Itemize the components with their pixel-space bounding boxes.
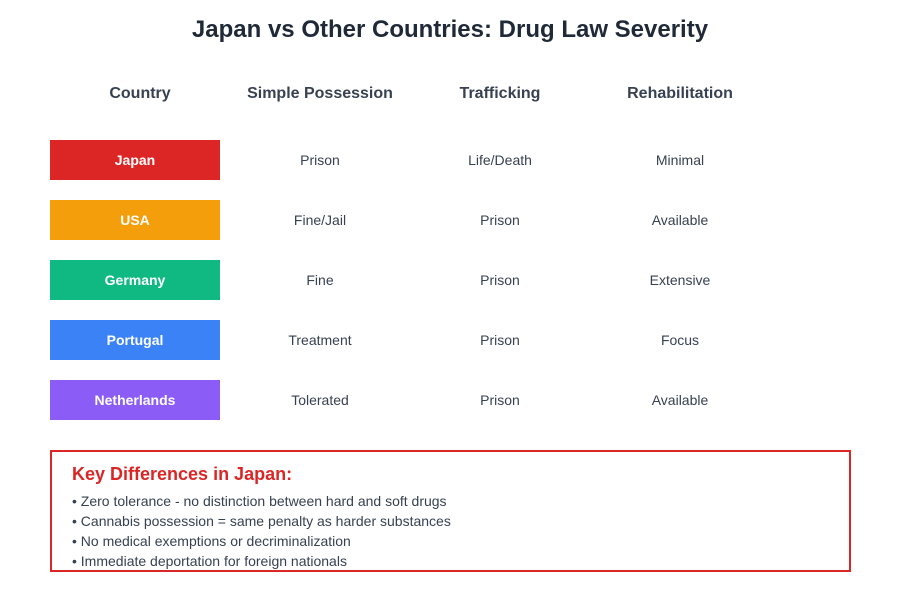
header-simple-possession: Simple Possession: [247, 85, 393, 102]
country-badge-portugal: Portugal: [50, 320, 220, 360]
cell-trafficking: Prison: [480, 212, 520, 228]
cell-possession: Fine/Jail: [293, 212, 347, 228]
header-trafficking: Trafficking: [459, 85, 541, 102]
page-title: Japan vs Other Countries: Drug Law Sever…: [191, 16, 709, 43]
key-differences-box: Key Differences in Japan: • Zero toleran…: [50, 450, 851, 572]
country-badge-japan: Japan: [50, 140, 220, 180]
country-badge-usa: USA: [50, 200, 220, 240]
cell-trafficking: Prison: [480, 392, 520, 408]
country-badge-netherlands: Netherlands: [50, 380, 220, 420]
header-rehabilitation: Rehabilitation: [627, 85, 733, 102]
cell-rehabilitation: Minimal: [655, 152, 705, 168]
cell-trafficking: Life/Death: [468, 152, 532, 168]
cell-rehabilitation: Extensive: [649, 272, 711, 288]
cell-possession: Prison: [300, 152, 340, 168]
cell-possession: Treatment: [288, 332, 352, 348]
key-difference-item: • Cannabis possession = same penalty as …: [72, 513, 451, 529]
cell-rehabilitation: Available: [651, 212, 709, 228]
key-differences-title: Key Differences in Japan:: [72, 464, 293, 484]
cell-possession: Tolerated: [291, 392, 349, 408]
cell-possession: Fine: [306, 272, 334, 288]
cell-rehabilitation: Available: [651, 392, 709, 408]
key-difference-item: • Zero tolerance - no distinction betwee…: [72, 493, 447, 509]
cell-rehabilitation: Focus: [660, 332, 700, 348]
cell-trafficking: Prison: [480, 272, 520, 288]
key-difference-item: • No medical exemptions or decriminaliza…: [72, 533, 351, 549]
country-badge-germany: Germany: [50, 260, 220, 300]
cell-trafficking: Prison: [480, 332, 520, 348]
header-country: Country: [109, 85, 171, 102]
key-difference-item: • Immediate deportation for foreign nati…: [72, 553, 347, 569]
